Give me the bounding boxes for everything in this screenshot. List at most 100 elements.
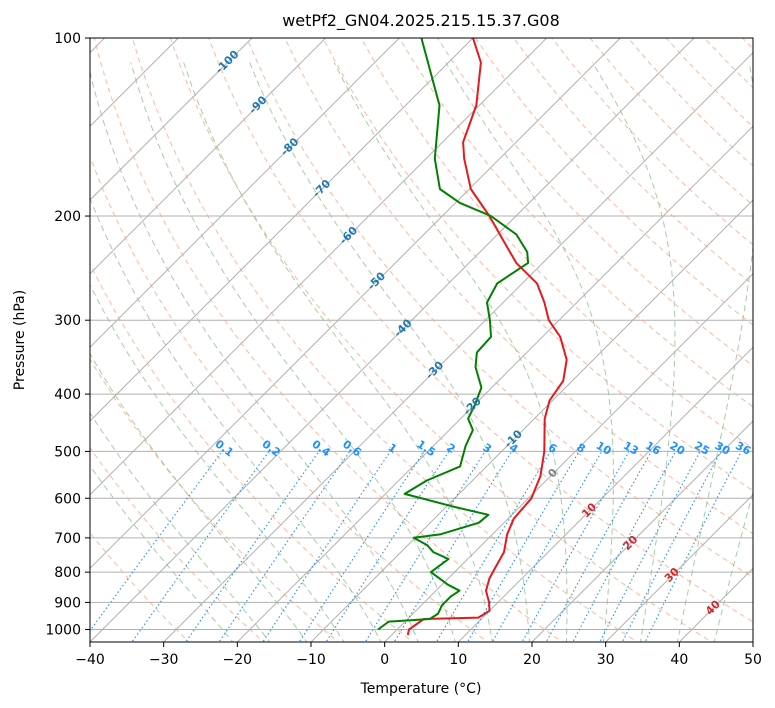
y-tick-label: 600	[54, 491, 81, 507]
dry-adiabat-line	[90, 358, 339, 642]
y-tick-label: 300	[54, 313, 81, 329]
y-axis-label: Pressure (hPa)	[12, 290, 28, 390]
mixing-ratio-label: 16	[643, 439, 663, 458]
dry-adiabat-line	[131, 38, 638, 642]
moist-adiabat-line	[90, 283, 345, 642]
series-line-dewpoint	[377, 38, 530, 631]
moist-adiabat-line	[90, 352, 308, 642]
isotherm-line	[752, 641, 753, 642]
x-tick-label: 20	[523, 652, 541, 668]
mixing-ratio-label: 0.4	[309, 437, 333, 459]
dry-adiabat-line	[90, 531, 190, 642]
dry-adiabat-line	[90, 155, 489, 642]
y-tick-label: 100	[54, 31, 81, 47]
mixing-ratio-line	[218, 451, 351, 642]
dry-adiabat-line	[665, 38, 753, 128]
plot-area	[90, 38, 753, 642]
mixing-ratio-label: 25	[692, 439, 712, 458]
moist-adiabat-line	[333, 62, 568, 642]
moist-adiabat-line	[130, 62, 456, 642]
mixing-ratio-label: 0.2	[259, 437, 282, 459]
mixing-ratio-line	[131, 451, 270, 642]
x-tick-label: −40	[75, 652, 105, 668]
x-tick-label: −20	[223, 652, 253, 668]
moist-adiabat-line	[592, 62, 676, 642]
mixing-ratio-label: 0.1	[213, 437, 236, 459]
moist-adiabat-line	[183, 62, 493, 642]
dry-adiabat-line	[513, 38, 753, 286]
x-tick-label: 30	[597, 652, 615, 668]
moist-adiabat-line	[445, 62, 615, 642]
mixing-ratio-line	[466, 451, 580, 642]
dry-adiabat-line	[475, 38, 753, 326]
dry-adiabat-line	[93, 38, 564, 642]
x-tick-label: 10	[449, 652, 467, 668]
dry-adiabat-line	[551, 38, 753, 246]
isotherm-line	[310, 199, 753, 642]
x-tick-label: 0	[380, 652, 389, 668]
isotherm-line	[383, 272, 753, 642]
y-tick-label: 400	[54, 387, 81, 403]
dry-adiabat-line	[703, 38, 753, 89]
mixing-ratio-line	[435, 451, 552, 642]
mixing-ratio-line	[644, 451, 742, 642]
mixing-ratio-label: 10	[594, 439, 614, 458]
y-tick-label: 1000	[45, 622, 81, 638]
dry-adiabat-line	[589, 38, 753, 206]
isotherm-label: -10	[502, 427, 525, 450]
dry-adiabat-line	[322, 38, 753, 492]
mixing-ratio-line	[621, 451, 722, 642]
mixing-ratio-line	[572, 451, 676, 642]
mixing-ratio-line	[185, 451, 320, 642]
y-tick-label: 500	[54, 444, 81, 460]
isotherm-line	[90, 38, 622, 570]
moist-adiabat-line	[676, 62, 753, 642]
isotherm-line	[457, 346, 753, 642]
x-axis-label: Temperature (°C)	[360, 681, 482, 697]
isotherm-line	[604, 493, 753, 642]
y-tick-label: 900	[54, 595, 81, 611]
mixing-ratio-line	[545, 451, 652, 642]
mixing-ratio-label: 3	[480, 441, 493, 456]
plot-frame	[89, 37, 754, 643]
y-tick-label: 200	[54, 209, 81, 225]
mixing-ratio-line	[325, 451, 450, 642]
x-tick-label: −30	[149, 652, 179, 668]
dry-adiabat-line	[360, 38, 753, 450]
y-tick-label: 700	[54, 531, 81, 547]
mixing-ratio-label: 30	[713, 439, 733, 458]
chart-title: wetPf2_GN04.2025.215.15.37.G08	[282, 11, 560, 31]
moist-adiabat-line	[90, 464, 234, 642]
x-tick-label: −10	[296, 652, 326, 668]
axes: −40 −30 −20 −10 0 10 20 30 40 50 1000 900 800 700 600 5…	[45, 31, 762, 668]
line-labels: 0.1 0.2 0.4 0.6 1 1.5 2 3 4 6 8 10 13 16 20 25 30 36-100-…	[213, 48, 753, 618]
y-tick-label: 800	[54, 565, 81, 581]
isotherm-line	[90, 38, 401, 349]
x-tick-label: 50	[744, 652, 762, 668]
dry-adiabat-line	[90, 262, 414, 642]
mixing-ratio-label: 6	[546, 441, 560, 456]
isotherm-label: -100	[213, 48, 242, 77]
isotherm-line	[236, 125, 753, 642]
mixing-ratio-label: 36	[733, 439, 753, 458]
mixing-ratio-line	[298, 451, 425, 642]
dry-adiabat-line	[170, 38, 713, 642]
isotherm-line	[90, 38, 548, 496]
mixing-ratio-label: 0.6	[340, 438, 364, 460]
isotherm-line	[90, 38, 327, 275]
series-line-temperature	[406, 38, 568, 636]
isotherm-line	[90, 38, 474, 422]
mixing-ratio-label: 1.5	[414, 438, 437, 460]
dry-adiabat-line	[436, 38, 753, 367]
mixing-ratio-line	[90, 451, 223, 632]
mixing-ratio-label: 13	[621, 439, 641, 458]
mixing-ratio-label: 8	[574, 441, 587, 456]
dry-adiabat-line	[742, 38, 753, 50]
moist-adiabat-line	[90, 196, 382, 642]
mixing-ratio-line	[262, 451, 391, 642]
moist-adiabat-line	[90, 412, 271, 642]
isotherm-line	[531, 420, 753, 642]
mixing-ratio-line	[599, 451, 701, 642]
moist-adiabat-line	[713, 490, 753, 642]
